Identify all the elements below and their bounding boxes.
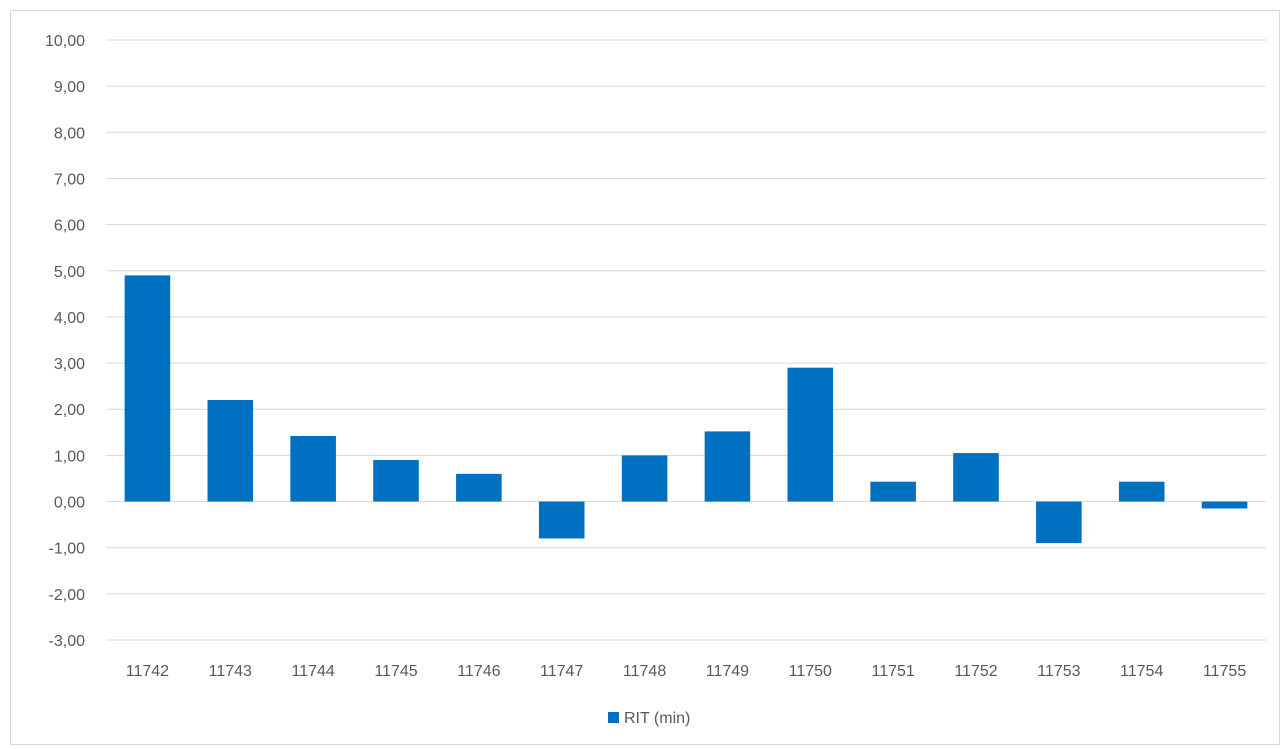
x-tick-label: 11752 bbox=[954, 663, 997, 680]
y-tick-label: 3,00 bbox=[54, 356, 85, 373]
bar bbox=[538, 501, 585, 539]
bar bbox=[704, 431, 751, 502]
y-tick-label: 7,00 bbox=[54, 171, 85, 188]
x-tick-label: 11755 bbox=[1203, 663, 1246, 680]
x-tick-label: 11753 bbox=[1037, 663, 1080, 680]
y-tick-label: -2,00 bbox=[49, 587, 86, 604]
bar bbox=[1036, 501, 1082, 544]
bar bbox=[953, 453, 999, 502]
x-tick-label: 11742 bbox=[126, 663, 169, 680]
y-tick-label: 4,00 bbox=[54, 310, 85, 327]
bar bbox=[290, 436, 336, 502]
bars bbox=[124, 275, 1248, 544]
y-tick-label: 10,00 bbox=[45, 33, 85, 50]
bar bbox=[373, 460, 419, 502]
x-tick-label: 11743 bbox=[209, 663, 252, 680]
x-tick-label: 11748 bbox=[623, 663, 666, 680]
x-tick-label: 11749 bbox=[706, 663, 749, 680]
y-tick-label: -1,00 bbox=[49, 541, 86, 558]
x-tick-label: 11745 bbox=[374, 663, 417, 680]
y-tick-label: 1,00 bbox=[54, 448, 85, 465]
x-tick-label: 11754 bbox=[1120, 663, 1163, 680]
y-tick-label: 2,00 bbox=[54, 402, 85, 419]
bar bbox=[124, 275, 171, 502]
y-tick-label: 9,00 bbox=[54, 79, 85, 96]
bar bbox=[1201, 501, 1248, 509]
y-tick-label: 0,00 bbox=[54, 495, 85, 512]
gridlines bbox=[106, 39, 1266, 641]
bar bbox=[1118, 481, 1165, 502]
legend: RIT (min) bbox=[608, 710, 690, 727]
y-tick-label: 6,00 bbox=[54, 218, 85, 235]
bar bbox=[456, 473, 502, 502]
bar bbox=[870, 481, 916, 502]
legend-label: RIT (min) bbox=[624, 710, 690, 727]
y-axis-tick-labels: -3,00 -2,00 -1,00 0,00 1,00 2,00 3,00 4,00 5,00 6… bbox=[45, 33, 85, 650]
bar bbox=[787, 367, 834, 502]
y-tick-label: -3,00 bbox=[49, 633, 86, 650]
x-tick-label: 11744 bbox=[291, 663, 334, 680]
y-tick-label: 5,00 bbox=[54, 264, 85, 281]
x-tick-label: 11750 bbox=[789, 663, 832, 680]
x-axis-tick-labels: 11742 11743 11744 11745 11746 11747 11748 11749… bbox=[126, 663, 1247, 680]
x-tick-label: 11746 bbox=[457, 663, 500, 680]
y-tick-label: 8,00 bbox=[54, 125, 85, 142]
x-tick-label: 11747 bbox=[540, 663, 583, 680]
bar bbox=[621, 455, 668, 502]
x-tick-label: 11751 bbox=[871, 663, 914, 680]
bar bbox=[207, 400, 254, 502]
legend-swatch bbox=[608, 712, 619, 723]
